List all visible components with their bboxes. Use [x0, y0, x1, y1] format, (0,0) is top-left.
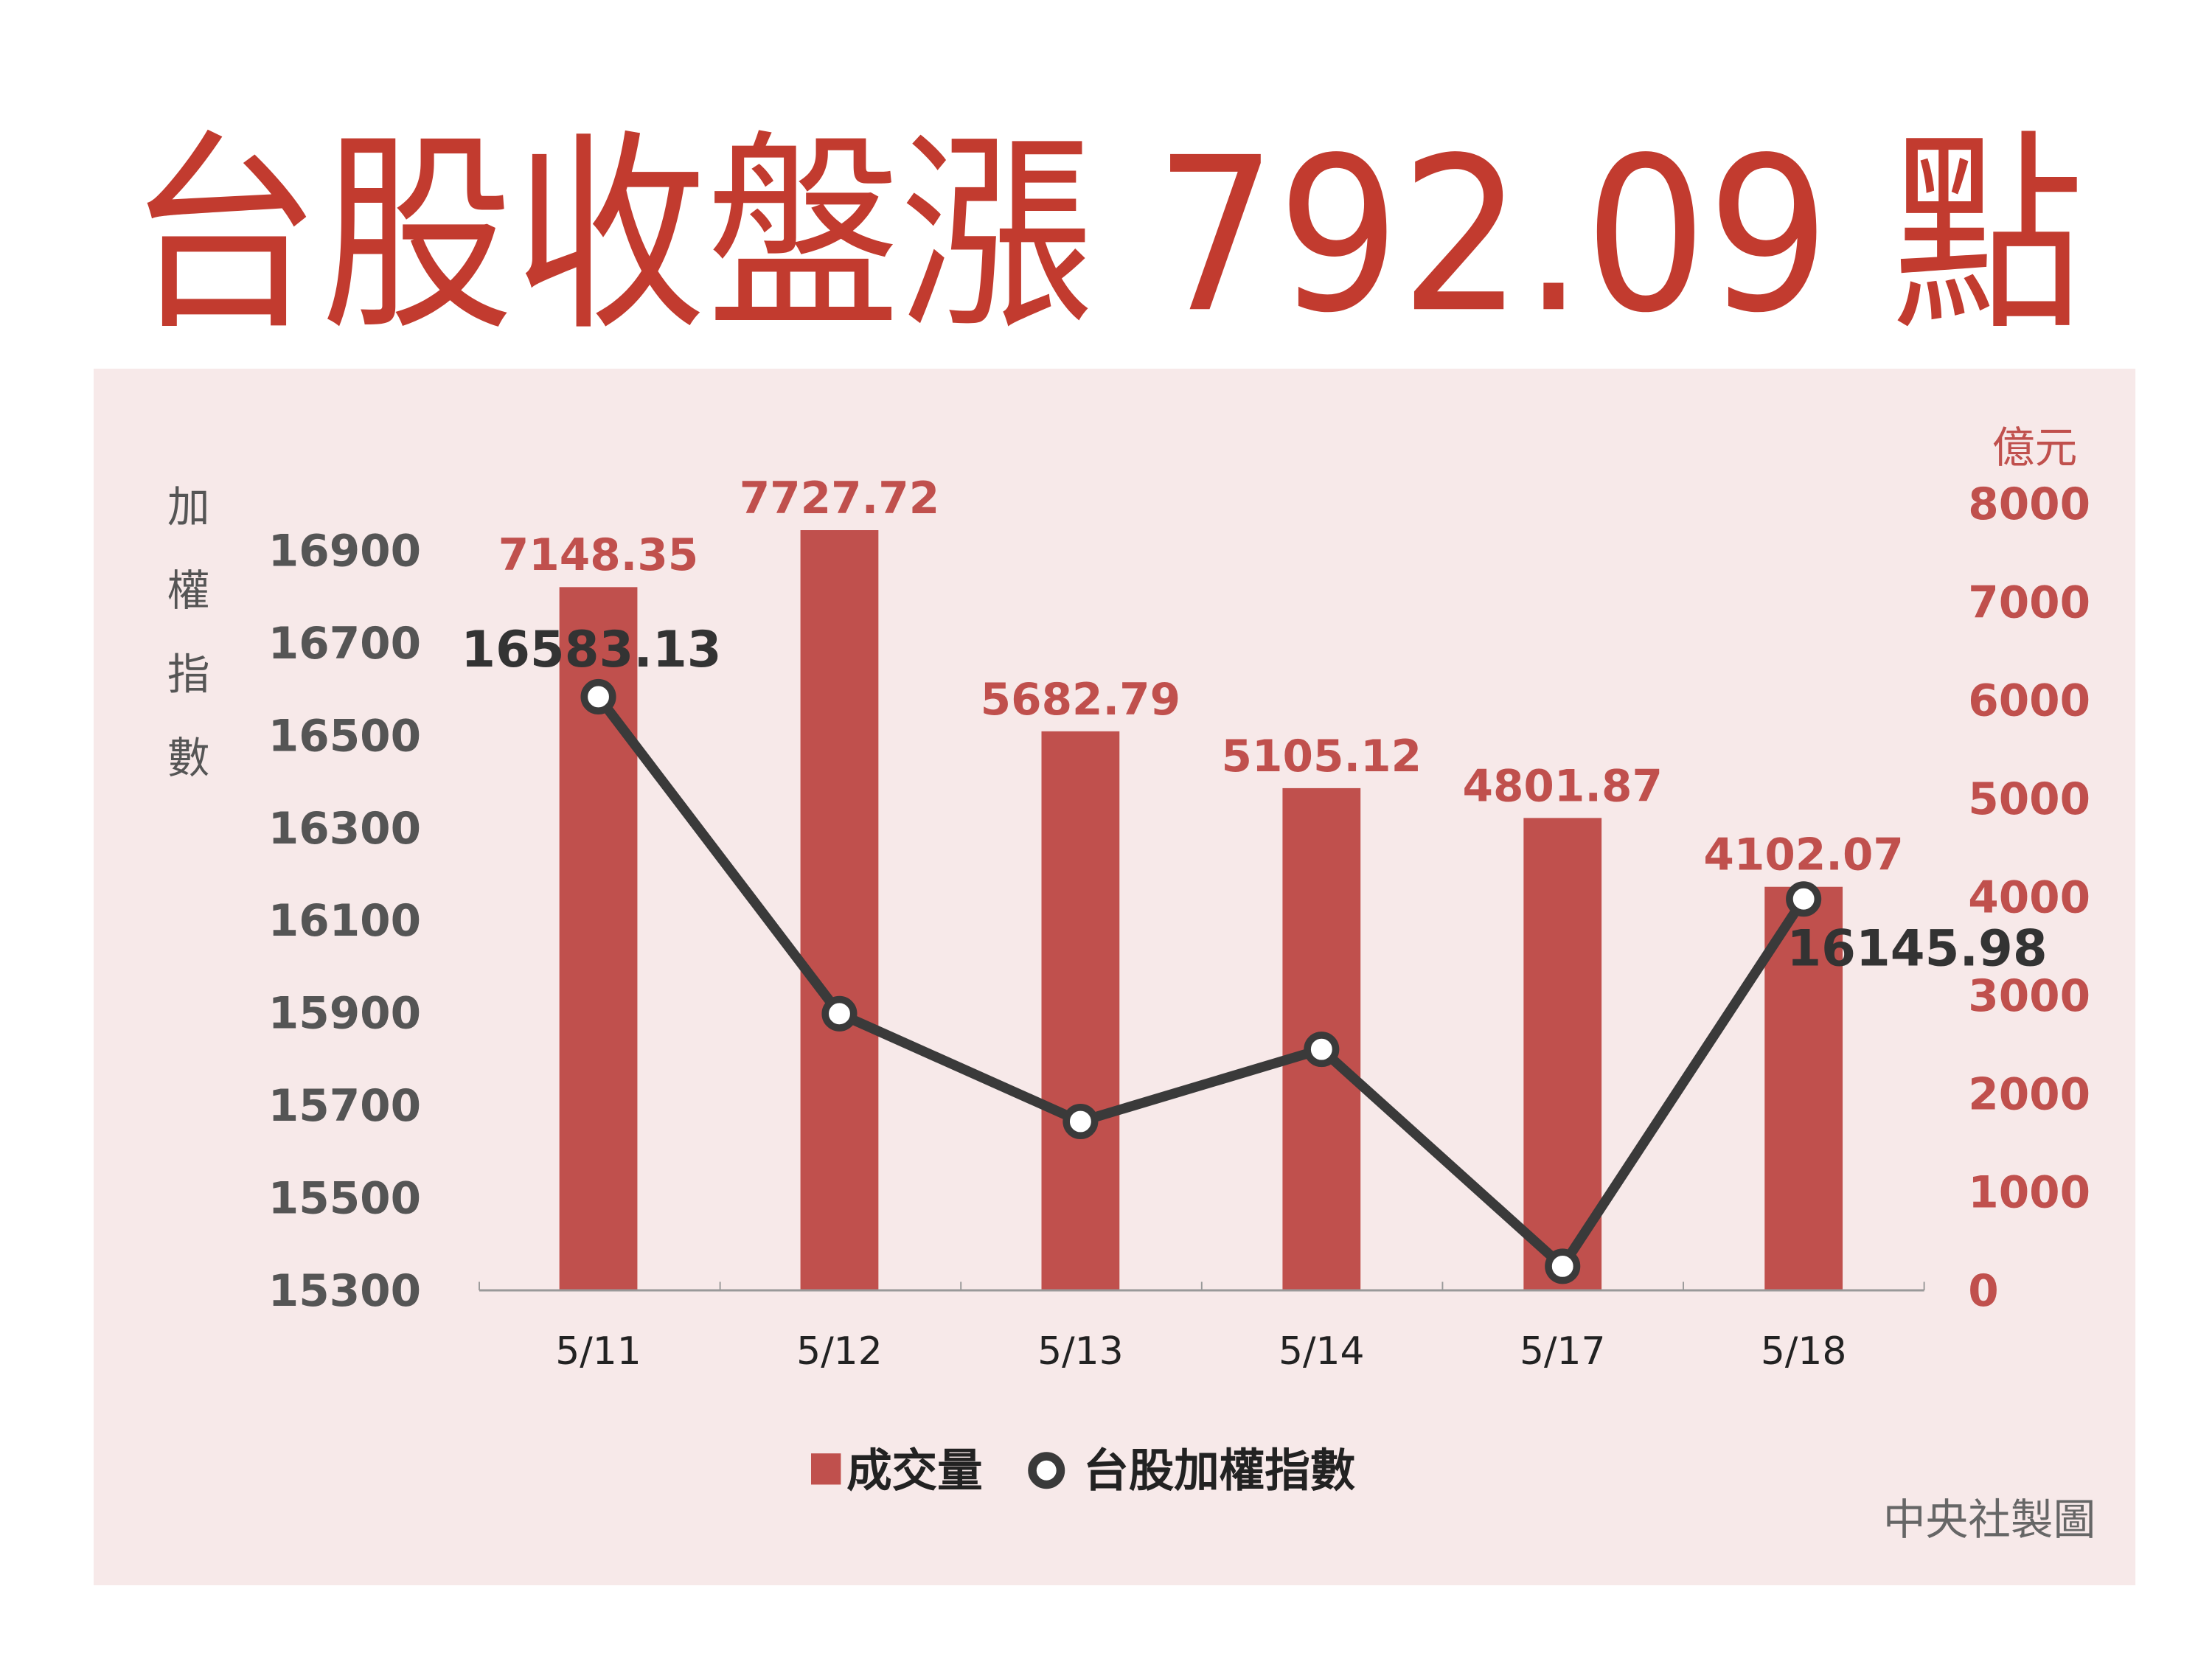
index-value-label: 16583.13 — [461, 621, 721, 678]
x-tick-label: 5/14 — [1279, 1329, 1365, 1374]
legend-line-label: 台股加權指數 — [1083, 1444, 1356, 1497]
left-axis-title-char: 指 — [167, 650, 210, 700]
legend-bar-swatch — [811, 1453, 841, 1485]
bar-value-label: 7148.35 — [498, 530, 699, 581]
legend: 成交量 台股加權指數 — [811, 1444, 1356, 1497]
left-axis-title: 加權指數 — [167, 482, 210, 783]
right-axis-title: 億元 — [1992, 422, 2077, 473]
credit: 中央社製圖 — [1883, 1495, 2096, 1545]
left-tick-label: 16700 — [268, 619, 421, 669]
right-tick-label: 6000 — [1968, 676, 2090, 727]
left-tick-label: 15500 — [268, 1174, 421, 1225]
x-tick-label: 5/13 — [1037, 1329, 1124, 1374]
left-tick-label: 16100 — [268, 896, 421, 947]
x-tick-label: 5/17 — [1520, 1329, 1606, 1374]
left-axis-title-char: 數 — [167, 733, 210, 783]
bar-value-label: 5682.79 — [981, 675, 1181, 726]
x-tick-label: 5/12 — [796, 1329, 883, 1374]
left-tick-label: 16500 — [268, 711, 421, 762]
left-tick-label: 16900 — [268, 526, 421, 577]
index-point — [1062, 1103, 1099, 1140]
bar-value-label: 4102.07 — [1703, 830, 1904, 881]
page-title: 台股收盤漲 792.09 點 — [128, 112, 2084, 360]
right-tick-label: 0 — [1968, 1266, 1998, 1317]
right-tick-label: 2000 — [1968, 1069, 2090, 1120]
left-tick-label: 15900 — [268, 989, 421, 1040]
volume-bar — [1041, 731, 1120, 1290]
left-axis-title-char: 權 — [167, 566, 210, 616]
left-tick-label: 15700 — [268, 1081, 421, 1132]
bar-value-label: 7727.72 — [740, 473, 940, 524]
right-tick-label: 5000 — [1968, 774, 2090, 825]
volume-bar — [800, 530, 879, 1291]
right-tick-label: 4000 — [1968, 873, 2090, 924]
legend-line-marker — [1028, 1452, 1065, 1489]
left-tick-label: 15300 — [268, 1266, 421, 1317]
index-value-label: 16145.98 — [1787, 920, 2047, 978]
left-tick-label: 16300 — [268, 804, 421, 855]
index-point — [580, 678, 616, 714]
index-point — [1304, 1032, 1340, 1068]
volume-bar — [1764, 886, 1843, 1290]
index-point — [1545, 1248, 1581, 1284]
x-tick-label: 5/11 — [555, 1329, 641, 1374]
bar-value-label: 4801.87 — [1462, 761, 1663, 812]
index-line — [594, 693, 1808, 1272]
right-tick-label: 3000 — [1968, 971, 2090, 1022]
legend-bar-label: 成交量 — [846, 1444, 983, 1497]
right-tick-label: 7000 — [1968, 577, 2090, 628]
left-axis-title-char: 加 — [167, 482, 210, 532]
index-point — [1786, 881, 1822, 917]
x-tick-label: 5/18 — [1761, 1329, 1847, 1374]
bar-value-label: 5105.12 — [1222, 731, 1422, 782]
right-tick-label: 1000 — [1968, 1168, 2090, 1219]
right-tick-label: 8000 — [1968, 479, 2090, 530]
index-point — [821, 995, 858, 1032]
volume-bar — [1523, 818, 1602, 1290]
